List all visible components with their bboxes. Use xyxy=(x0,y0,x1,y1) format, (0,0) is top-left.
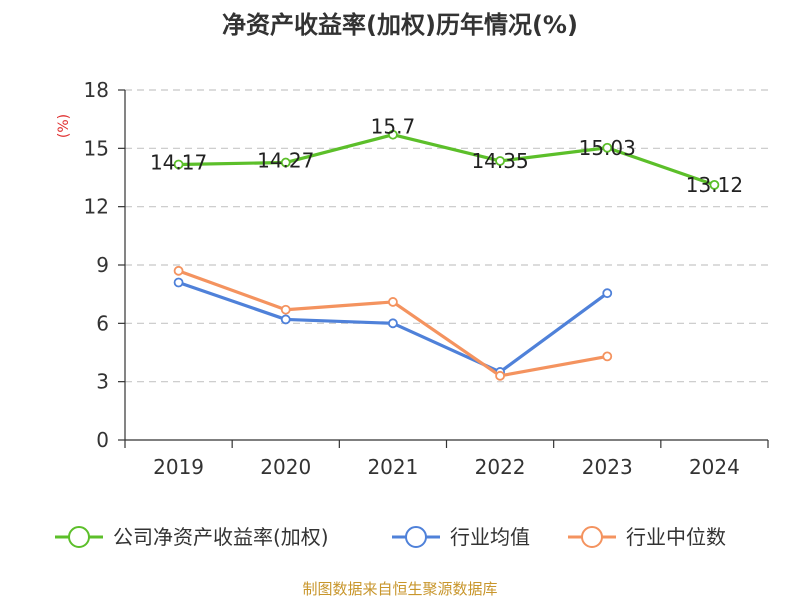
y-tick-label-9: 9 xyxy=(96,253,109,277)
x-tick-label-2024: 2024 xyxy=(689,455,740,479)
data-label-2023: 15.03 xyxy=(579,136,636,160)
data-label-2019: 14.17 xyxy=(150,150,207,174)
data-point-0-2021 xyxy=(388,129,398,140)
y-axis-unit-label: (%) xyxy=(56,114,72,138)
x-tick-label-2020: 2020 xyxy=(260,455,311,479)
y-tick-label-18: 18 xyxy=(84,78,109,102)
legend-label-1: 行业均值 xyxy=(450,525,530,549)
series-2 xyxy=(173,265,613,381)
data-source-note: 制图数据来自恒生聚源数据库 xyxy=(302,580,497,598)
series-line-0 xyxy=(176,133,717,187)
data-point-2-2023 xyxy=(602,351,613,362)
data-point-0-2019 xyxy=(173,159,184,170)
y-tick-label-12: 12 xyxy=(84,195,109,219)
data-point-0-2020 xyxy=(280,157,291,168)
data-point-2-2021 xyxy=(388,297,398,307)
legend-item-2: 行业中位数 xyxy=(568,525,726,549)
legend-label-0: 公司净资产收益率(加权) xyxy=(113,525,329,549)
data-point-0-2024 xyxy=(709,179,720,190)
legend-marker-2 xyxy=(581,526,603,548)
series-0: 14.17 14.27 15.7 14.35 15.03 13.12 xyxy=(150,115,743,197)
data-label-2022: 14.35 xyxy=(471,149,528,173)
data-point-0-2023 xyxy=(602,142,613,153)
data-point-2-2020 xyxy=(280,304,291,315)
x-tick-label-2023: 2023 xyxy=(582,455,633,479)
y-tick-label-6: 6 xyxy=(96,311,109,335)
legend-marker-0 xyxy=(68,526,90,548)
y-tick-label-3: 3 xyxy=(96,370,109,394)
legend-item-1: 行业均值 xyxy=(392,525,530,549)
legend-label-2: 行业中位数 xyxy=(626,525,726,549)
data-label-2024: 13.12 xyxy=(686,173,743,197)
legend-marker-1 xyxy=(405,526,427,548)
data-label-2021: 15.7 xyxy=(371,115,416,139)
legend: 公司净资产收益率(加权) 行业均值 行业中位数 xyxy=(55,525,726,549)
data-point-1-2020 xyxy=(280,314,291,325)
data-point-1-2019 xyxy=(173,277,184,288)
chart-title: 净资产收益率(加权)历年情况(%) xyxy=(222,11,578,39)
x-tick-label-2019: 2019 xyxy=(153,455,204,479)
data-point-2-2022 xyxy=(495,370,505,381)
data-point-2-2019 xyxy=(173,265,184,276)
x-tick-label-2021: 2021 xyxy=(367,455,418,479)
data-point-1-2023 xyxy=(602,288,613,299)
data-point-1-2021 xyxy=(388,318,398,329)
legend-item-0: 公司净资产收益率(加权) xyxy=(55,525,329,549)
y-tick-label-0: 0 xyxy=(96,428,109,452)
y-tick-label-15: 15 xyxy=(84,136,109,160)
x-tick-label-2022: 2022 xyxy=(475,455,526,479)
axes: 0 3 6 9 12 15 18 2019 2020 2021 2022 2023 2024 xyxy=(84,78,769,479)
data-label-2020: 14.27 xyxy=(257,149,314,173)
data-point-0-2022 xyxy=(495,156,505,166)
series-group: 14.17 14.27 15.7 14.35 15.03 13.12 xyxy=(150,115,743,381)
